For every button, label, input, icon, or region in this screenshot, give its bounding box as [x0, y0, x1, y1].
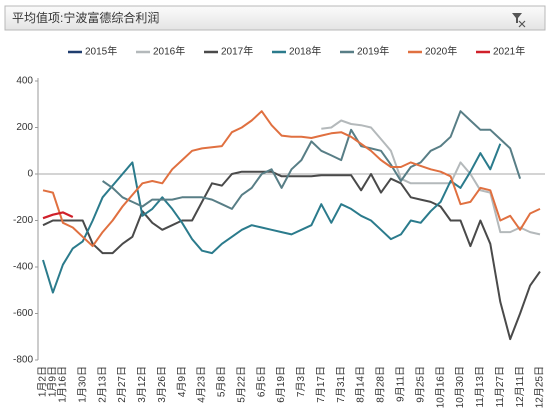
x-tick-label: 6月5日: [255, 366, 267, 397]
x-tick-label: 2月27日: [116, 366, 128, 403]
x-tick-label: 7月3日: [295, 366, 307, 397]
series-line: [42, 170, 541, 341]
x-tick-label: 5月8日: [216, 366, 228, 397]
legend-label: 2021年: [493, 45, 525, 58]
x-tick-label: 12月25日: [534, 366, 546, 408]
x-tick-label: 12月11日: [514, 366, 526, 408]
legend-label: 2015年: [85, 45, 117, 58]
x-tick-label: 9月11日: [394, 366, 406, 402]
y-tick-label: -200: [13, 215, 33, 226]
legend-label: 2019年: [357, 45, 389, 58]
x-tick-label: 10月30日: [454, 366, 466, 408]
x-tick-label: 8月28日: [375, 366, 387, 403]
x-tick-label: 8月14日: [355, 366, 367, 403]
x-tick-label: 2月13日: [96, 366, 108, 403]
y-tick-label: 400: [16, 76, 33, 87]
x-tick-label: 7月17日: [315, 366, 327, 403]
x-tick-label: 11月27日: [494, 366, 506, 408]
x-tick-label: 4月9日: [176, 366, 188, 397]
x-tick-label: 3月12日: [136, 366, 148, 403]
legend-label: 2018年: [289, 45, 321, 58]
series-line: [102, 110, 522, 210]
y-tick-label: 200: [16, 122, 33, 133]
legend-label: 2017年: [221, 45, 253, 58]
x-tick-label: 1月30日: [76, 366, 88, 403]
legend-label: 2016年: [153, 45, 185, 58]
x-tick-label: 10月16日: [434, 366, 446, 408]
series-line: [42, 110, 541, 248]
x-tick-label: 6月19日: [275, 366, 287, 403]
x-tick-label: 1月16日: [56, 366, 68, 403]
series-line: [42, 143, 502, 294]
y-tick-label: -800: [13, 355, 33, 366]
y-tick-label: 0: [27, 169, 33, 180]
y-tick-label: -400: [13, 262, 33, 273]
header-title: 平均值项:宁波富德综合利润: [12, 10, 159, 25]
series-line: [42, 211, 74, 220]
series-line: [321, 119, 541, 236]
x-tick-label: 5月22日: [235, 366, 247, 403]
x-tick-label: 7月31日: [335, 366, 347, 403]
x-tick-label: 1月9日: [47, 366, 59, 397]
x-tick-label: 11月13日: [474, 366, 486, 408]
x-tick-label: 3月26日: [156, 366, 168, 403]
header-bar: [4, 5, 546, 31]
y-tick-label: -600: [13, 308, 33, 319]
x-tick-label: 4月23日: [196, 366, 208, 403]
filter-button[interactable]: [512, 13, 526, 28]
legend-label: 2020年: [425, 45, 457, 58]
x-tick-label: 1月2日: [37, 366, 49, 397]
x-tick-label: 9月25日: [414, 366, 426, 403]
